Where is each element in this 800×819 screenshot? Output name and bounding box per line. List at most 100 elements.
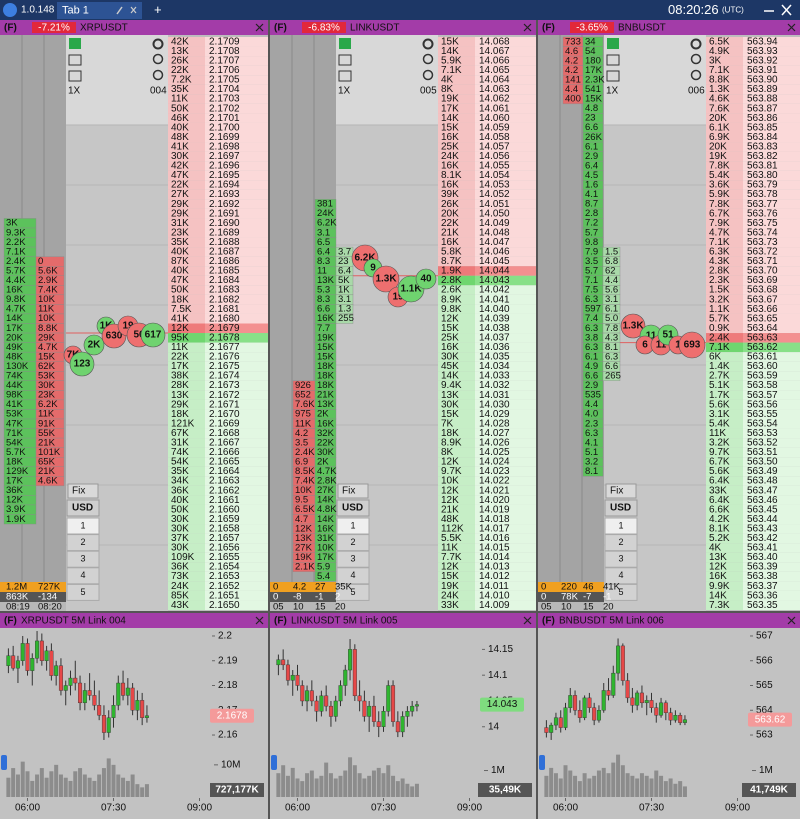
currency-label[interactable]: USD — [610, 503, 631, 514]
refresh-icon[interactable] — [152, 53, 164, 65]
panel-close[interactable] — [255, 23, 264, 32]
link-icon[interactable] — [422, 69, 434, 81]
settings-icon[interactable] — [152, 38, 164, 50]
cluster-volume: 17K — [585, 65, 603, 76]
chart-close[interactable] — [255, 616, 264, 625]
settings-icon[interactable] — [690, 38, 702, 50]
level-label[interactable]: 5 — [618, 587, 623, 597]
level-label[interactable]: 2 — [80, 537, 85, 547]
level-label[interactable]: 5 — [80, 587, 85, 597]
level-button[interactable] — [66, 534, 100, 552]
chart-close[interactable] — [787, 616, 796, 625]
level-label[interactable]: 3 — [618, 554, 623, 564]
level-label[interactable]: 5 — [350, 587, 355, 597]
refresh-icon[interactable] — [422, 53, 434, 65]
volume-bar — [276, 773, 281, 797]
panel-toggle[interactable] — [539, 755, 545, 770]
bars-icon[interactable] — [606, 70, 620, 82]
level-label[interactable]: 1 — [618, 520, 623, 530]
bars-icon[interactable] — [68, 70, 82, 82]
level-label[interactable]: 1 — [80, 520, 85, 530]
mode-select[interactable] — [67, 483, 99, 499]
level-label[interactable]: 4 — [350, 570, 355, 580]
bars-icon[interactable] — [338, 70, 352, 82]
level-button[interactable] — [336, 583, 370, 601]
trade-bubble-label: 56 — [133, 330, 145, 341]
level-label[interactable]: 2 — [350, 537, 355, 547]
level-label[interactable]: 2 — [618, 537, 623, 547]
level-button[interactable] — [336, 550, 370, 568]
chart-icon[interactable] — [68, 54, 82, 66]
tab-edit-icon[interactable] — [116, 6, 123, 15]
tab-close-icon[interactable] — [130, 6, 137, 14]
level-label[interactable]: 3 — [350, 554, 355, 564]
chart-icon[interactable] — [606, 54, 620, 66]
level-button[interactable] — [66, 550, 100, 568]
level-button[interactable] — [604, 567, 638, 585]
candle-body — [386, 685, 391, 712]
level-button[interactable] — [604, 534, 638, 552]
level-button[interactable] — [336, 534, 370, 552]
currency-button[interactable] — [66, 499, 100, 517]
candle-body — [587, 697, 592, 708]
level-button[interactable] — [66, 583, 100, 601]
chart-close[interactable] — [523, 616, 532, 625]
mode-label[interactable]: Fix — [610, 486, 623, 497]
bid-size: 34K — [171, 476, 189, 487]
mode-label[interactable]: Fix — [342, 486, 355, 497]
cluster-volume: 4.4 — [605, 275, 618, 286]
mode-select[interactable] — [605, 483, 637, 499]
mode-label[interactable]: Fix — [72, 486, 85, 497]
bid-price: 2.1677 — [209, 342, 240, 353]
panel-close[interactable] — [787, 23, 796, 32]
bid-price-cell — [743, 380, 800, 391]
mode-select[interactable] — [337, 483, 369, 499]
level-button[interactable] — [336, 517, 370, 535]
volume-bar — [125, 780, 130, 797]
refresh-icon[interactable] — [690, 53, 702, 65]
level-button[interactable] — [336, 567, 370, 585]
cluster-volume: 4.2 — [295, 428, 308, 439]
candle-body — [35, 640, 40, 659]
dollar-icon[interactable] — [69, 38, 81, 49]
ask-size: 7.2K — [171, 75, 192, 86]
ask-size: 30K — [171, 151, 189, 162]
dollar-icon[interactable] — [607, 38, 619, 49]
ask-size-cell — [168, 37, 205, 47]
bid-price-cell — [205, 438, 268, 448]
link-icon[interactable] — [152, 69, 164, 81]
level-label[interactable]: 1 — [350, 520, 355, 530]
volume-bar — [577, 781, 582, 797]
currency-label[interactable]: USD — [342, 503, 363, 514]
level-button[interactable] — [604, 583, 638, 601]
trade-bubble-label: 2K — [88, 340, 102, 351]
level-button[interactable] — [66, 517, 100, 535]
currency-label[interactable]: USD — [72, 503, 93, 514]
level-label[interactable]: 3 — [80, 554, 85, 564]
ask-size-cell — [168, 180, 205, 190]
panel-toggle[interactable] — [1, 755, 7, 770]
level-label[interactable]: 4 — [80, 570, 85, 580]
close-button[interactable] — [781, 4, 792, 16]
level-button[interactable] — [66, 567, 100, 585]
ask-price-cell — [743, 84, 800, 95]
candle-body — [116, 682, 121, 706]
dollar-icon[interactable] — [339, 38, 351, 49]
tab-title[interactable]: Tab 1 — [62, 4, 89, 16]
level-button[interactable] — [604, 517, 638, 535]
level-button[interactable] — [604, 550, 638, 568]
cluster-volume: 5.6 — [605, 285, 618, 296]
currency-button[interactable] — [336, 499, 370, 517]
panel-toggle[interactable] — [271, 755, 277, 770]
settings-icon[interactable] — [422, 38, 434, 50]
chart-icon[interactable] — [338, 54, 352, 66]
currency-button[interactable] — [604, 499, 638, 517]
cluster-volume: 10K — [295, 485, 313, 496]
bid-size-cell — [438, 581, 475, 591]
tab[interactable] — [57, 2, 142, 19]
panel-close[interactable] — [523, 23, 532, 32]
ask-size: 42K — [171, 161, 189, 172]
link-icon[interactable] — [690, 69, 702, 81]
add-tab[interactable]: + — [154, 2, 162, 17]
level-label[interactable]: 4 — [618, 570, 623, 580]
